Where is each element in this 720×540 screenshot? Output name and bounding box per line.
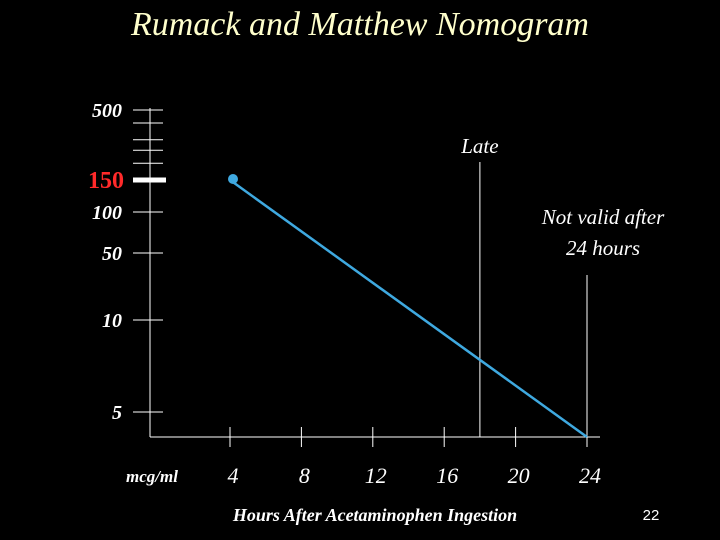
treatment-line-start-point bbox=[228, 174, 238, 184]
annotation-late: Late bbox=[460, 134, 498, 158]
annotation-not-valid-line-1: Not valid after bbox=[541, 205, 665, 229]
x-axis-label: Hours After Acetaminophen Ingestion bbox=[232, 505, 518, 525]
x-tick-label-16: 16 bbox=[436, 463, 458, 488]
y-tick-label-50: 50 bbox=[102, 243, 122, 265]
slide-title: Rumack and Matthew Nomogram bbox=[130, 6, 589, 43]
x-tick-label-8: 8 bbox=[299, 463, 310, 488]
x-tick-label-12: 12 bbox=[365, 463, 387, 488]
y-tick-label-5: 5 bbox=[112, 402, 122, 424]
y-tick-label-100: 100 bbox=[92, 202, 122, 224]
y-tick-label-150: 150 bbox=[88, 168, 124, 194]
y-tick-label-500: 500 bbox=[92, 100, 122, 122]
y-axis-label: mcg/ml bbox=[126, 467, 178, 486]
x-tick-label-24: 24 bbox=[579, 463, 601, 488]
y-tick-label-10: 10 bbox=[102, 310, 122, 332]
treatment-line bbox=[229, 178, 588, 439]
x-tick-label-20: 20 bbox=[508, 463, 530, 488]
annotation-not-valid-line-2: 24 hours bbox=[566, 236, 640, 260]
x-tick-label-4: 4 bbox=[228, 463, 239, 488]
slide-number: 22 bbox=[642, 507, 660, 524]
